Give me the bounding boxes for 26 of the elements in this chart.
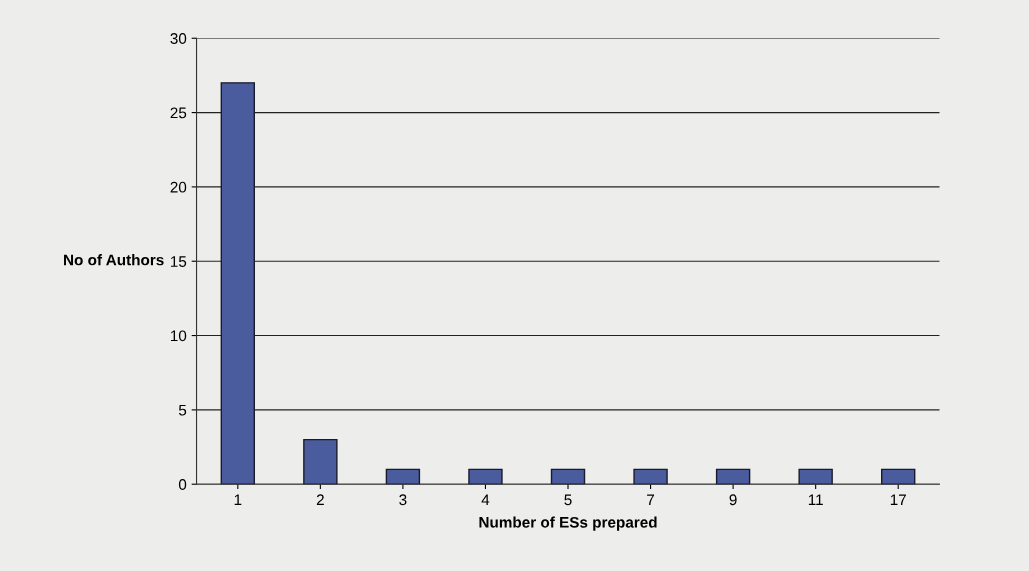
bar bbox=[550, 468, 586, 485]
bar bbox=[798, 468, 833, 485]
x-tick-label: 17 bbox=[890, 494, 906, 505]
x-tick-label: 11 bbox=[808, 494, 823, 505]
bar bbox=[715, 468, 751, 485]
y-tick-label: 25 bbox=[170, 107, 187, 119]
x-tick-label: 5 bbox=[564, 494, 572, 506]
x-axis-title: Number of ESs prepared bbox=[479, 516, 657, 531]
bar bbox=[385, 468, 421, 485]
y-tick-label: 5 bbox=[178, 404, 187, 416]
y-tick-label: 10 bbox=[170, 330, 187, 342]
bar bbox=[303, 438, 338, 485]
bar bbox=[633, 468, 668, 485]
x-tick-label: 4 bbox=[481, 494, 490, 505]
y-tick-label: 20 bbox=[170, 181, 187, 193]
x-tick-label: 3 bbox=[399, 494, 407, 506]
y-tick-label: 30 bbox=[170, 33, 187, 44]
y-axis-title: No of Authors bbox=[64, 254, 164, 266]
x-tick-label: 9 bbox=[729, 494, 737, 506]
x-tick-label: 1 bbox=[234, 494, 242, 505]
y-tick-label: 15 bbox=[170, 256, 187, 267]
x-tick-label: 7 bbox=[647, 494, 655, 505]
y-tick-label: 0 bbox=[178, 479, 187, 490]
x-tick-label: 2 bbox=[316, 494, 324, 505]
bar bbox=[468, 468, 503, 485]
bar bbox=[880, 468, 916, 485]
